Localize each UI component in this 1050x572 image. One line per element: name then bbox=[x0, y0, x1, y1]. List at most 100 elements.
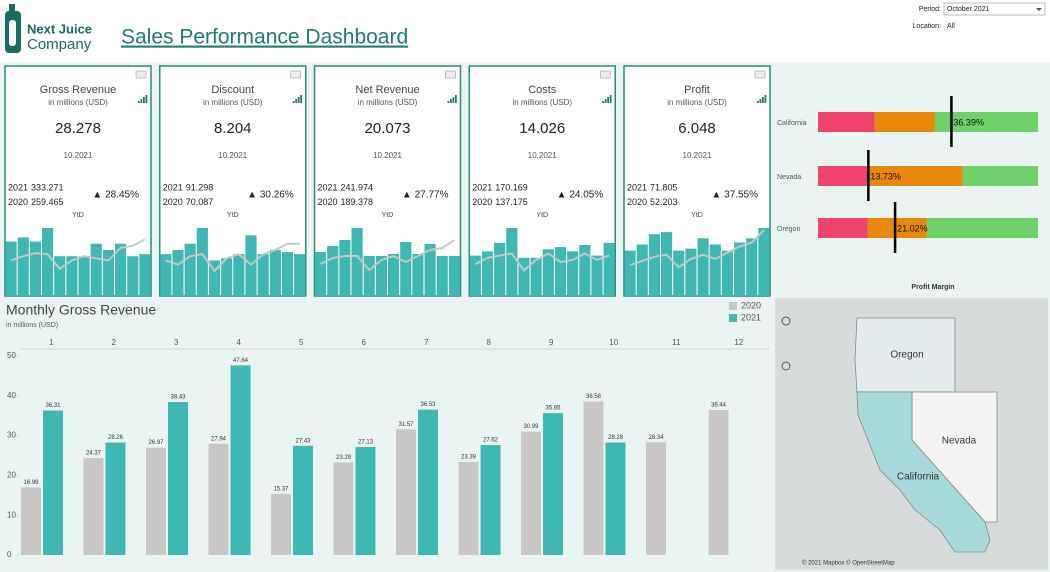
spark-bar bbox=[184, 243, 196, 296]
location-value: All bbox=[947, 23, 955, 30]
data-label: 31.57 bbox=[398, 422, 414, 428]
kpi-value: 6.048 bbox=[678, 120, 716, 137]
signal-icon bbox=[452, 97, 455, 103]
kpi-title: Discount bbox=[211, 84, 254, 96]
range-band bbox=[867, 218, 927, 238]
kpi-cards: Gross Revenue in millions (USD) 28.278 10.2… bbox=[4, 65, 771, 297]
marker-label: 13.73% bbox=[870, 171, 901, 181]
data-label: 26.97 bbox=[148, 440, 164, 446]
bullet-chart: California 36.39% Nevada 13.73% Oregon 21.02%… bbox=[777, 96, 1038, 291]
kpi-year: 2021 bbox=[8, 182, 28, 192]
signal-icon bbox=[604, 99, 607, 103]
legend-label: 2021 bbox=[741, 312, 761, 322]
kpi-ytd-value: 137.175 bbox=[495, 197, 528, 207]
kpi-ytd: YtD bbox=[536, 212, 548, 219]
spark-bar bbox=[494, 242, 506, 296]
card-icon bbox=[599, 70, 611, 79]
spark-bar bbox=[579, 245, 591, 296]
spark-bar bbox=[636, 244, 648, 296]
bar bbox=[708, 409, 729, 555]
data-label: 30.99 bbox=[523, 424, 539, 430]
spark-bar bbox=[661, 232, 673, 296]
range-band bbox=[818, 218, 868, 238]
spark-bar bbox=[54, 256, 66, 296]
zoom-out[interactable] bbox=[781, 361, 791, 371]
kpi-ytd-value: 70.087 bbox=[186, 197, 214, 207]
data-label: 27.43 bbox=[295, 438, 311, 444]
y-tick-label: 50 bbox=[7, 351, 16, 360]
spark-bar bbox=[172, 249, 184, 296]
state-california[interactable] bbox=[856, 391, 991, 553]
spark-bar bbox=[102, 249, 114, 296]
spark-bar bbox=[29, 241, 41, 296]
map-label: Oregon bbox=[890, 350, 923, 361]
signal-icon bbox=[447, 101, 450, 103]
filter-label: Period: bbox=[919, 6, 941, 13]
legend-swatch bbox=[729, 302, 737, 310]
signal-icon bbox=[297, 97, 300, 103]
y-tick-label: 20 bbox=[7, 471, 16, 480]
x-tick-label: 8 bbox=[487, 338, 492, 347]
spark-bar bbox=[412, 254, 424, 296]
signal-icon bbox=[292, 101, 295, 103]
range-band bbox=[934, 112, 1038, 132]
bar bbox=[83, 458, 104, 555]
spark-bar bbox=[294, 254, 306, 296]
zoom-in[interactable] bbox=[781, 316, 791, 326]
spark-bar bbox=[363, 256, 375, 296]
range-band bbox=[867, 166, 963, 186]
y-tick-label: 30 bbox=[7, 431, 16, 440]
card-icon bbox=[754, 70, 766, 79]
spark-line bbox=[10, 238, 146, 271]
dropdown-arrow[interactable] bbox=[1036, 8, 1042, 11]
spark-bar bbox=[339, 240, 351, 296]
kpi-card bbox=[159, 65, 307, 297]
spark-bar bbox=[758, 228, 770, 296]
kpi-subtitle: in millions (USD) bbox=[48, 98, 108, 107]
spark-bar bbox=[221, 258, 233, 296]
period-value[interactable]: October 2021 bbox=[947, 6, 990, 13]
spark-bar bbox=[233, 254, 245, 296]
range-band bbox=[818, 166, 868, 186]
data-label: 27.94 bbox=[211, 436, 227, 442]
signal-icon bbox=[759, 99, 762, 103]
category-label: California bbox=[777, 120, 807, 127]
chart-title: Profit Margin bbox=[911, 284, 954, 291]
dashboard-title: Sales Performance Dashboard bbox=[121, 26, 408, 49]
kpi-change: ▲ 37.55% bbox=[711, 190, 758, 201]
bar bbox=[146, 447, 166, 555]
signal-icon bbox=[764, 95, 767, 103]
bar bbox=[458, 461, 479, 555]
marker-label: 36.39% bbox=[953, 117, 984, 127]
kpi-change: ▲ 27.77% bbox=[402, 190, 449, 201]
bottle-cap bbox=[9, 4, 15, 12]
data-label: 36.31 bbox=[45, 403, 61, 409]
signal-icon bbox=[450, 99, 452, 103]
spark-line bbox=[320, 239, 455, 272]
kpi-subtitle: in millions (USD) bbox=[667, 98, 727, 107]
spark-bar bbox=[603, 242, 615, 296]
y-tick-label: 40 bbox=[7, 391, 16, 400]
spark-bar bbox=[424, 244, 436, 296]
data-label: 35.65 bbox=[545, 406, 561, 412]
spark-bar bbox=[567, 251, 579, 296]
period-select[interactable] bbox=[943, 2, 1046, 16]
kpi-year: 2021 bbox=[627, 182, 647, 192]
card-icon bbox=[290, 70, 302, 79]
kpi-ytd-value: 333.271 bbox=[31, 182, 64, 192]
kpi-change: ▲ 24.05% bbox=[557, 190, 604, 201]
data-label: 23.39 bbox=[461, 454, 477, 460]
range-band bbox=[874, 112, 935, 132]
kpi-title: Net Revenue bbox=[355, 84, 419, 96]
kpi-date: 10.2021 bbox=[373, 151, 402, 160]
data-label: 36.53 bbox=[420, 402, 436, 408]
kpi-subtitle: in millions (USD) bbox=[512, 98, 572, 107]
x-tick-label: 10 bbox=[609, 338, 618, 347]
kpi-year: 2021 bbox=[318, 182, 338, 192]
spark-bar bbox=[554, 247, 567, 296]
y-tick-label: 0 bbox=[7, 550, 12, 559]
kpi-value: 8.204 bbox=[214, 120, 252, 137]
x-tick-label: 3 bbox=[174, 338, 179, 347]
spark-bar bbox=[257, 254, 269, 296]
